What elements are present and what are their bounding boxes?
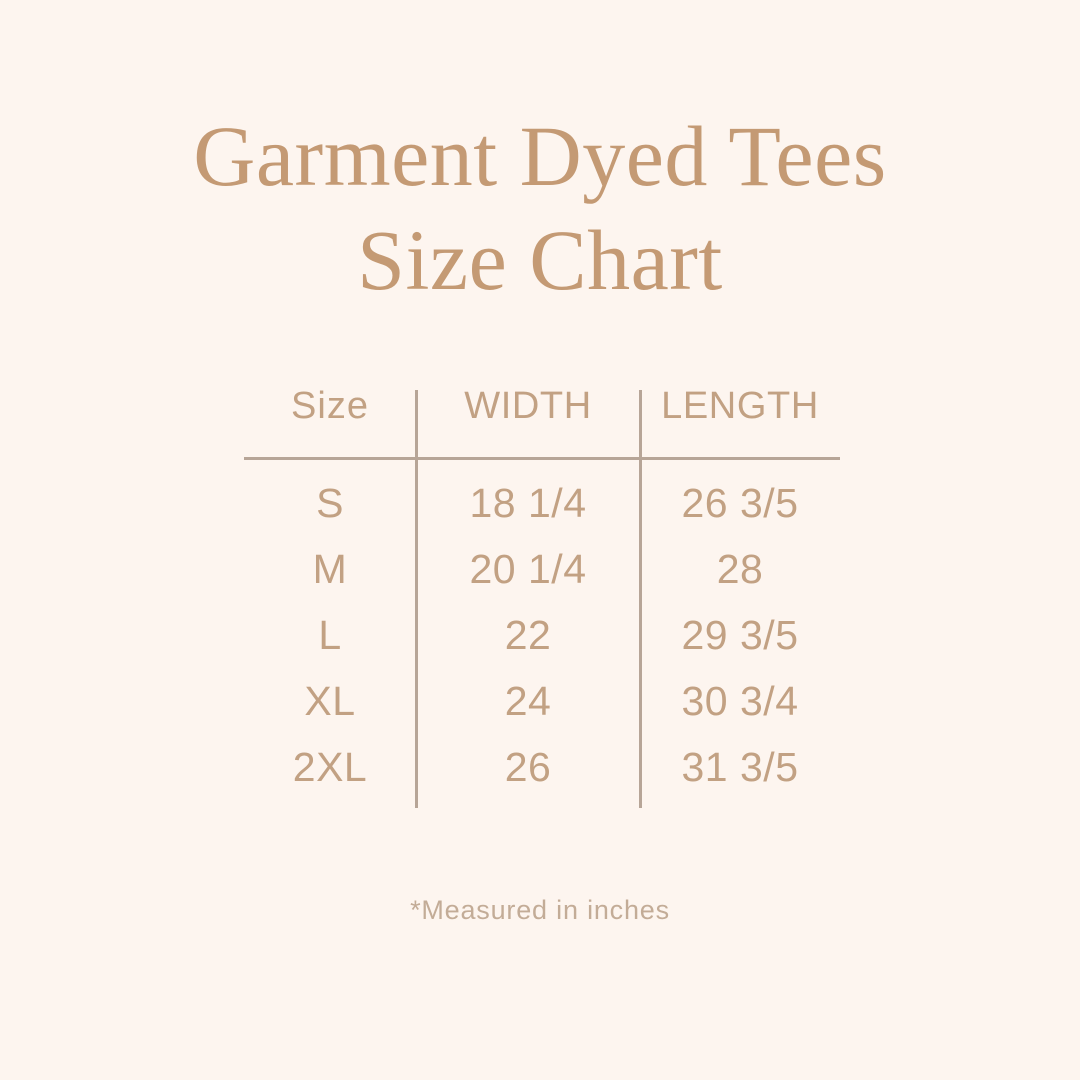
table-header-row: Size WIDTH LENGTH: [244, 382, 840, 456]
column-divider-width-length: [639, 390, 642, 808]
column-divider-size-width: [415, 390, 418, 808]
cell-size: L: [318, 612, 342, 658]
table-row: M 20 1/4 28: [244, 536, 840, 602]
cell-size: XL: [304, 678, 356, 724]
title-line-2: Size Chart: [357, 212, 723, 308]
cell-size: 2XL: [292, 744, 368, 790]
table-row: 2XL 26 31 3/5: [244, 734, 840, 800]
cell-length: 29 3/5: [681, 612, 799, 658]
table-row: S 18 1/4 26 3/5: [244, 456, 840, 536]
column-header-length: LENGTH: [661, 385, 819, 427]
cell-width: 18 1/4: [469, 480, 587, 526]
header-divider-line: [244, 457, 840, 460]
cell-length: 31 3/5: [681, 744, 799, 790]
cell-length: 30 3/4: [681, 678, 799, 724]
cell-length: 26 3/5: [681, 480, 799, 526]
title-line-1: Garment Dyed Tees: [193, 108, 887, 204]
cell-width: 26: [504, 744, 552, 790]
cell-length: 28: [716, 546, 764, 592]
page-title: Garment Dyed Tees Size Chart: [0, 104, 1080, 312]
size-table: Size WIDTH LENGTH S 18 1/4 26 3/5 M 20 1…: [244, 382, 840, 800]
table-header: Size WIDTH LENGTH: [244, 382, 840, 456]
column-header-width: WIDTH: [464, 385, 592, 427]
cell-size: M: [312, 546, 348, 592]
column-header-size: Size: [291, 385, 369, 427]
measurement-note: *Measured in inches: [410, 895, 670, 925]
size-table-container: Size WIDTH LENGTH S 18 1/4 26 3/5 M 20 1…: [244, 382, 840, 812]
table-row: L 22 29 3/5: [244, 602, 840, 668]
table-row: XL 24 30 3/4: [244, 668, 840, 734]
cell-width: 24: [504, 678, 552, 724]
cell-width: 20 1/4: [469, 546, 587, 592]
cell-size: S: [316, 480, 344, 526]
cell-width: 22: [504, 612, 552, 658]
table-body: S 18 1/4 26 3/5 M 20 1/4 28 L 22 29 3/5 …: [244, 456, 840, 800]
